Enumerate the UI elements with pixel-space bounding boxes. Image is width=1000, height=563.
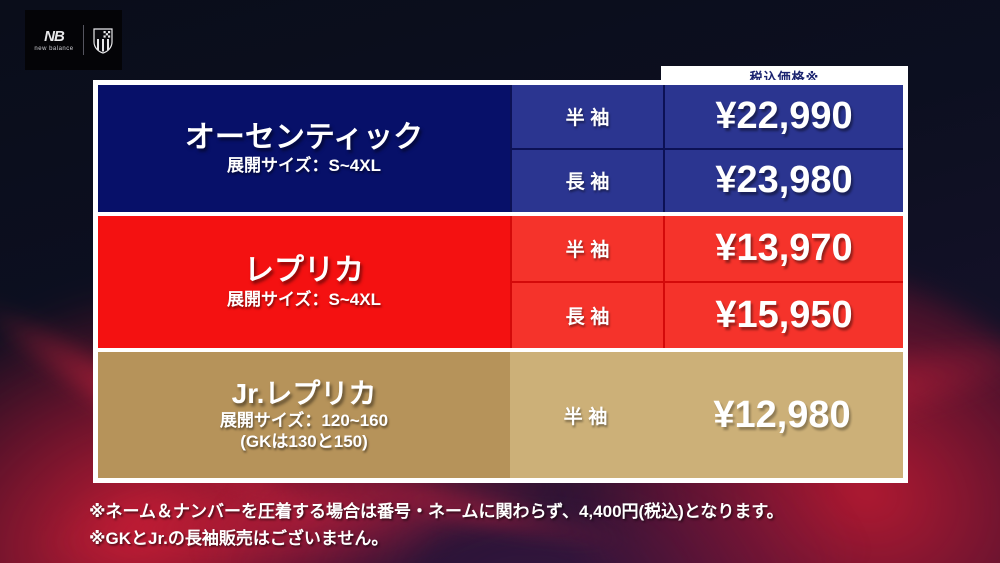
sleeve-type-label: 半袖 bbox=[512, 216, 663, 281]
product-name: オーセンティック bbox=[184, 120, 424, 154]
product-label-jr-replica: Jr.レプリカ 展開サイズ：120~160 (GKは130と150) bbox=[98, 352, 510, 478]
price-value: ¥22,990 bbox=[663, 85, 903, 148]
product-name: レプリカ bbox=[244, 254, 364, 288]
product-label-replica: レプリカ 展開サイズ：S~4XL bbox=[98, 216, 510, 348]
variant-cells: 半袖 ¥12,980 bbox=[510, 352, 903, 478]
variant-row-long-sleeve: 長袖 ¥15,950 bbox=[512, 281, 903, 348]
footnote-name-number: ※ネーム＆ナンバーを圧着する場合は番号・ネームに関わらず、4,400円(税込)と… bbox=[89, 502, 784, 521]
table-row-authentic: オーセンティック 展開サイズ：S~4XL 半袖 ¥22,990 長袖 ¥23,9… bbox=[98, 85, 903, 212]
club-crest-icon bbox=[92, 28, 113, 54]
price-table: オーセンティック 展開サイズ：S~4XL 半袖 ¥22,990 長袖 ¥23,9… bbox=[93, 80, 908, 483]
price-value: ¥23,980 bbox=[663, 149, 903, 212]
variant-row-long-sleeve: 長袖 ¥23,980 bbox=[512, 147, 903, 212]
table-row-replica: レプリカ 展開サイズ：S~4XL 半袖 ¥13,970 長袖 ¥15,950 bbox=[98, 216, 903, 348]
table-row-jr-replica: Jr.レプリカ 展開サイズ：120~160 (GKは130と150) 半袖 ¥1… bbox=[98, 352, 903, 478]
price-value: ¥12,980 bbox=[661, 352, 903, 478]
variant-row-short-sleeve: 半袖 ¥12,980 bbox=[510, 352, 903, 478]
sleeve-type-label: 半袖 bbox=[510, 352, 661, 478]
new-balance-logo: NB new balance bbox=[34, 29, 73, 52]
product-size-gk-note: (GKは130と150) bbox=[240, 432, 368, 452]
footnote-gk-jr: ※GKとJr.の長袖販売はございません。 bbox=[89, 529, 389, 548]
nb-logo-icon: NB bbox=[44, 27, 65, 45]
price-value: ¥15,950 bbox=[663, 283, 903, 348]
logo-divider bbox=[82, 25, 84, 55]
product-size-range: 展開サイズ：S~4XL bbox=[227, 156, 381, 176]
product-size-range: 展開サイズ：S~4XL bbox=[227, 289, 381, 309]
brand-logo-box: NB new balance bbox=[25, 10, 122, 70]
variant-cells: 半袖 ¥13,970 長袖 ¥15,950 bbox=[510, 216, 903, 348]
footnotes: ※ネーム＆ナンバーを圧着する場合は番号・ネームに関わらず、4,400円(税込)と… bbox=[89, 498, 784, 552]
variant-row-short-sleeve: 半袖 ¥13,970 bbox=[512, 216, 903, 281]
sleeve-type-label: 長袖 bbox=[512, 149, 663, 212]
sleeve-type-label: 長袖 bbox=[512, 283, 663, 348]
price-value: ¥13,970 bbox=[663, 216, 903, 281]
sleeve-type-label: 半袖 bbox=[512, 85, 663, 148]
product-name: Jr.レプリカ bbox=[231, 377, 377, 409]
product-size-range: 展開サイズ：120~160 bbox=[219, 410, 389, 430]
variant-row-short-sleeve: 半袖 ¥22,990 bbox=[512, 85, 903, 148]
product-label-authentic: オーセンティック 展開サイズ：S~4XL bbox=[98, 85, 510, 212]
variant-cells: 半袖 ¥22,990 長袖 ¥23,980 bbox=[510, 85, 903, 212]
new-balance-wordmark: new balance bbox=[34, 45, 74, 52]
